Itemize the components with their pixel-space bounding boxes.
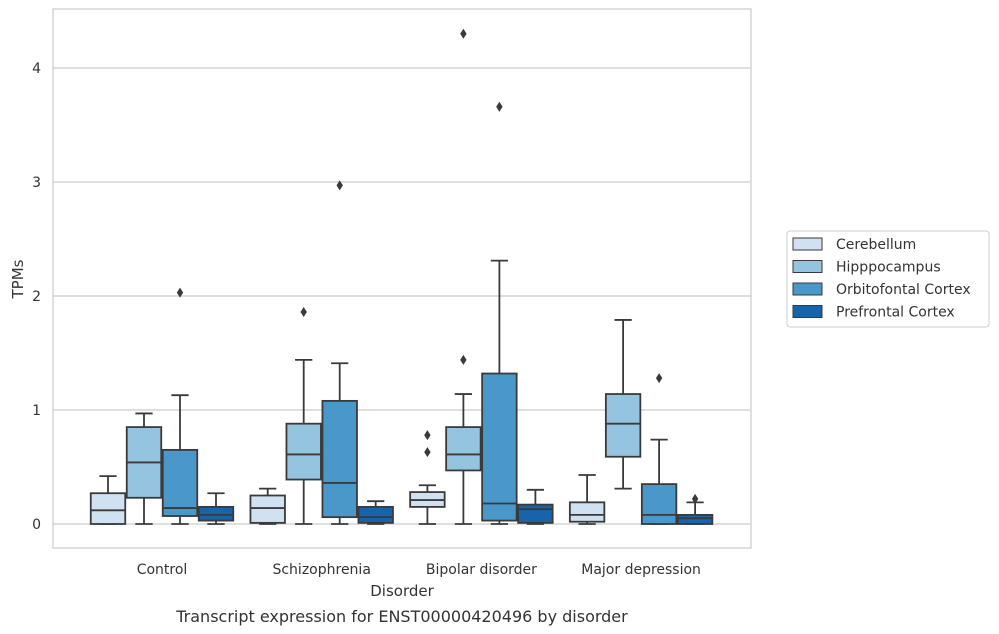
- legend-swatch: [792, 260, 823, 273]
- box: [125, 412, 163, 525]
- box: [517, 488, 554, 525]
- box-iqr: [197, 505, 235, 522]
- legend-label: Prefrontal Cortex: [836, 305, 955, 321]
- outlier-point: [655, 373, 663, 384]
- box-iqr: [568, 501, 606, 523]
- legend-swatch: [792, 305, 823, 318]
- y-tick-label: 4: [32, 61, 41, 77]
- series-cerebellum: [89, 430, 606, 525]
- series-hipppocampus: [125, 28, 642, 525]
- box-iqr: [249, 494, 286, 524]
- box-iqr: [161, 448, 199, 517]
- box: [161, 287, 199, 525]
- box-iqr: [285, 422, 322, 481]
- y-tick-label: 0: [32, 517, 41, 533]
- legend-label: Hipppocampus: [836, 260, 941, 276]
- box-iqr: [640, 483, 678, 525]
- box: [357, 500, 394, 525]
- box: [249, 487, 286, 525]
- box: [640, 373, 678, 525]
- outlier-point: [300, 306, 307, 317]
- box: [409, 430, 446, 525]
- box-iqr: [445, 426, 482, 472]
- box: [604, 319, 642, 490]
- x-tick-label: Control: [137, 562, 188, 578]
- y-tick-label: 1: [32, 403, 41, 419]
- y-axis-label: TPMs: [9, 259, 27, 299]
- box: [197, 492, 235, 525]
- box-iqr: [517, 503, 554, 524]
- x-tick-label: Major depression: [581, 562, 701, 578]
- gridlines: [53, 67, 751, 525]
- legend-frame: [786, 230, 990, 328]
- x-tick-label: Schizophrenia: [272, 562, 370, 578]
- outlier-point: [336, 180, 343, 191]
- box: [89, 475, 127, 525]
- box: [568, 474, 606, 525]
- box-iqr: [89, 492, 127, 525]
- y-tick-label: 2: [32, 289, 41, 305]
- box: [676, 493, 714, 525]
- x-axis-label: Disorder: [370, 582, 434, 600]
- box-iqr: [481, 372, 518, 522]
- outlier-point: [424, 430, 431, 441]
- legend: Cerebellum Hipppocampus Orbitofontal Corte…: [786, 230, 990, 328]
- box-iqr: [321, 399, 358, 519]
- box: [445, 28, 482, 525]
- box: [321, 180, 358, 525]
- series-prefrontal-cortex: [197, 488, 714, 525]
- x-tick-label: Bipolar disorder: [426, 562, 537, 578]
- x-axis-ticks: Control Schizophrenia Bipolar disorder Majo…: [137, 562, 701, 578]
- legend-label: Orbitofontal Cortex: [836, 282, 971, 298]
- y-tick-label: 3: [32, 175, 41, 191]
- outlier-point: [176, 287, 184, 298]
- box: [481, 101, 518, 525]
- legend-swatch: [792, 282, 823, 296]
- outlier-point: [691, 493, 699, 504]
- legend-swatch: [792, 237, 823, 251]
- box-iqr: [357, 505, 394, 524]
- outlier-point: [460, 354, 467, 365]
- y-axis-ticks: 0 1 2 3 4: [32, 61, 41, 533]
- plot-area-frame: [52, 8, 752, 549]
- box: [285, 306, 322, 525]
- series-orbitofontal-cortex: [161, 101, 678, 525]
- outlier-point: [424, 447, 431, 458]
- chart-caption: Transcript expression for ENST0000042049…: [175, 607, 628, 626]
- box-iqr: [604, 393, 642, 458]
- legend-label: Cerebellum: [836, 237, 916, 253]
- box-series: [89, 28, 714, 525]
- box-iqr: [676, 513, 714, 525]
- outlier-point: [496, 101, 503, 112]
- outlier-point: [460, 28, 467, 39]
